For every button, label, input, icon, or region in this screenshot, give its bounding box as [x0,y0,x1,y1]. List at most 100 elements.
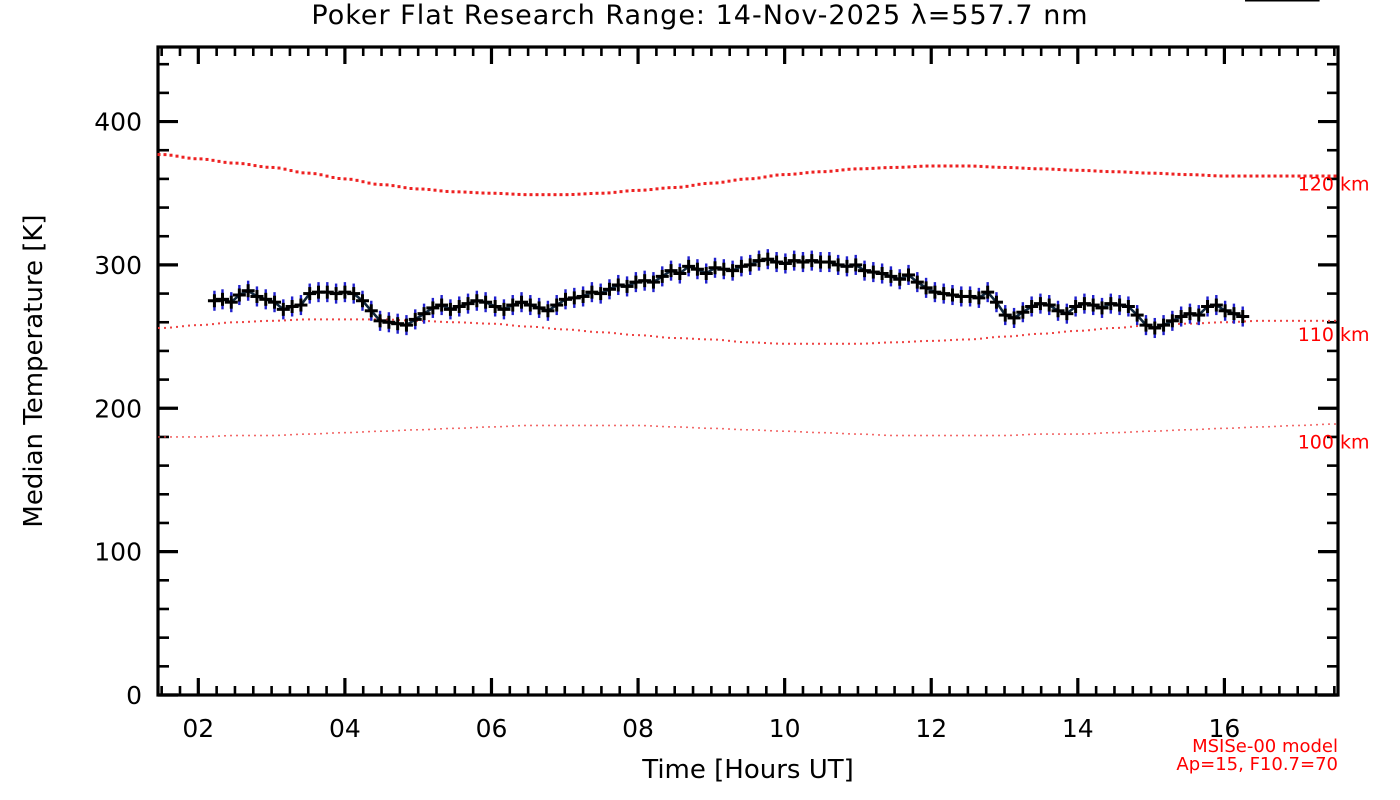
model-dot [422,428,424,431]
model-dot [200,324,202,327]
model-dot [464,321,466,324]
model-dot [638,334,640,337]
model-dot [302,433,304,435]
model-dot [332,318,334,321]
model-dot [1046,433,1048,435]
model-dot [908,340,910,343]
model-dot [326,432,328,435]
model-dot [572,424,574,427]
model-dot [1099,169,1103,173]
model-dot [913,165,917,169]
model-dot [697,182,701,186]
model-dot [571,192,575,196]
model-dot [734,340,736,343]
model-dot [907,165,911,169]
model-dot [308,318,310,321]
model-dot [667,186,671,190]
model-dot [823,170,827,174]
model-dot [770,342,772,345]
model-dot [380,430,382,433]
model-dot [398,429,400,432]
model-dot [278,319,280,322]
model-dot [1292,319,1294,322]
model-dot [181,155,185,159]
model-dot [902,341,904,344]
model-dot [1238,320,1240,323]
y-tick-label: 0 [126,681,142,710]
model-dot [182,436,184,438]
model-dot [217,159,221,163]
model-dot [848,433,850,435]
model-dot [644,334,646,337]
model-dot [1291,174,1295,178]
model-dot [626,424,628,427]
model-dot [1280,319,1282,322]
y-axis-title: Median Temperature [K] [19,214,49,527]
model-dot [1130,431,1132,433]
model-dot [163,153,167,157]
model-dot [212,323,214,326]
model-dot [296,433,298,436]
model-dot [344,318,346,321]
model-dot [1093,169,1097,173]
model-dot [1142,430,1144,433]
model-dot [1250,320,1252,323]
model-dot [602,424,604,427]
model-dot [751,177,755,181]
model-dot [1255,174,1259,178]
model-dot [1232,427,1234,429]
model-dot [272,319,274,322]
model-dot [668,426,670,428]
model-dot [494,426,496,428]
model-dot [608,331,610,334]
model-dot [1106,327,1108,330]
model-dot [410,429,412,431]
model-dot [1118,326,1120,329]
model-dot [721,180,725,184]
model-dot [511,192,515,196]
model-dot [182,325,184,328]
model-dot [698,338,700,341]
model-dot [758,429,760,431]
model-dot [547,193,551,197]
model-dot [632,424,634,427]
model-dot [649,188,653,192]
model-dot [794,342,796,345]
model-dot [1033,167,1037,171]
model-dot [632,334,634,337]
model-dot [535,193,539,197]
model-dot [560,424,562,427]
model-dot [829,169,833,173]
model-dot [187,156,191,160]
model-dot [805,171,809,175]
model-dot [1016,334,1018,337]
model-dot [254,434,256,437]
model-dot [433,188,437,192]
model-dot [709,181,713,185]
model-dot [470,426,472,429]
model-dot [956,434,958,437]
model-dot [973,164,977,168]
model-dot [439,189,443,193]
model-dot [1171,172,1175,176]
model-dot [392,430,394,432]
model-dot [998,335,1000,338]
model-dot [368,430,370,433]
model-dot [680,337,682,340]
model-dot [218,435,220,437]
model-dot [566,328,568,331]
model-dot [674,337,676,340]
model-dot [434,320,436,323]
model-dot [920,340,922,343]
model-dot [488,426,490,428]
model-dot [1244,320,1246,323]
model-dot [200,436,202,438]
model-dot [818,431,820,434]
model-dot [236,321,238,324]
model-dot [536,325,538,328]
model-dot [740,341,742,344]
model-dot [476,426,478,429]
model-dot [962,338,964,341]
model-dot [1106,432,1108,434]
model-dot [703,182,707,186]
